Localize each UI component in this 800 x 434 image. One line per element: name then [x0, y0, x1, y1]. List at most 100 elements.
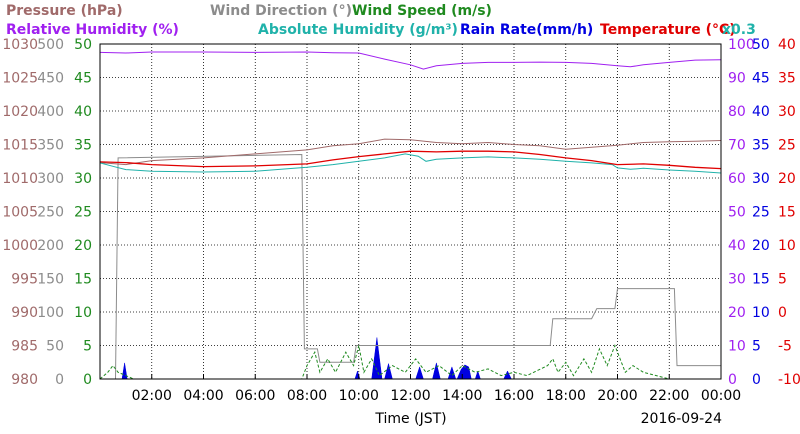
absolute-humidity-g-m-line [99, 153, 722, 174]
wind_direction-tick-label: 300 [37, 171, 64, 187]
rain_rate-tick-label: 35 [752, 138, 770, 154]
legend-5: Rain Rate(mm/h) [460, 22, 593, 38]
wind_direction-tick-label: 100 [37, 305, 64, 321]
pressure-tick-label: 1025 [2, 71, 38, 87]
temperature-tick-label: 40 [778, 37, 796, 53]
x-tick-label: 22:00 [649, 388, 689, 404]
pressure-tick-label: 990 [11, 305, 38, 321]
pressure-tick-label: 1005 [2, 205, 38, 221]
x-tick-label: 16:00 [494, 388, 534, 404]
wind_speed-tick-label: 25 [74, 205, 92, 221]
header-legend: Pressure (hPa) Wind Direction (°) Wind Spe… [6, 3, 756, 38]
pressure-tick-label: 1020 [2, 104, 38, 120]
wind_speed-tick-label: 50 [74, 37, 92, 53]
date-label: 2016-09-24 [641, 411, 722, 427]
rain_rate-tick-label: 25 [752, 205, 770, 221]
x-tick-label: 12:00 [390, 388, 430, 404]
rain_rate-tick-label: 15 [752, 272, 770, 288]
wind_speed-tick-label: 35 [74, 138, 92, 154]
temperature-tick-label: 35 [778, 71, 796, 87]
wind_direction-tick-label: 450 [37, 71, 64, 87]
rain_rate-tick-label: 30 [752, 171, 770, 187]
x-tick-label: 06:00 [235, 388, 275, 404]
rain_rate-tick-label: 40 [752, 104, 770, 120]
rain_rate-tick-label: 10 [752, 305, 770, 321]
temperature-tick-label: 10 [778, 238, 796, 254]
pressure-tick-label: 1015 [2, 138, 38, 154]
wind_speed-tick-label: 0 [83, 372, 92, 388]
relative_humidity-tick-label: 10 [728, 339, 746, 355]
wind-speed-m-s-line [99, 344, 721, 380]
series [99, 51, 722, 380]
x-tick-label: 18:00 [546, 388, 586, 404]
rain-rate-mm-h-area [121, 337, 512, 380]
wind_direction-tick-label: 150 [37, 272, 64, 288]
pressure-tick-label: 995 [11, 272, 38, 288]
pressure-hpa-line [99, 138, 722, 166]
legend-1: Wind Direction (°) [210, 3, 352, 19]
x-tick-label: 08:00 [287, 388, 327, 404]
relative_humidity-tick-label: 90 [728, 71, 746, 87]
wind_speed-tick-label: 30 [74, 171, 92, 187]
relative_humidity-tick-label: 80 [728, 104, 746, 120]
wind_speed-tick-label: 20 [74, 238, 92, 254]
wind_direction-tick-label: 400 [37, 104, 64, 120]
rain_rate-tick-label: 50 [752, 37, 770, 53]
relative_humidity-tick-label: 100 [728, 37, 755, 53]
pressure-tick-label: 985 [11, 339, 38, 355]
relative_humidity-tick-label: 30 [728, 272, 746, 288]
legend-3: Relative Humidity (%) [6, 22, 179, 38]
pressure-tick-label: 1010 [2, 171, 38, 187]
wind_speed-tick-label: 10 [74, 305, 92, 321]
legend-0: Pressure (hPa) [6, 3, 123, 19]
temperature-tick-label: 5 [778, 272, 787, 288]
temperature-c-line [99, 150, 722, 170]
temperature-tick-label: -5 [778, 339, 792, 355]
grid [100, 44, 721, 379]
wind_speed-tick-label: 15 [74, 272, 92, 288]
wind_speed-tick-label: 5 [83, 339, 92, 355]
relative_humidity-tick-label: 40 [728, 238, 746, 254]
temperature-tick-label: 15 [778, 205, 796, 221]
x-tick-label: 00:00 [701, 388, 741, 404]
legend-multiplier: x0.3 [722, 22, 756, 38]
relative_humidity-tick-label: 60 [728, 171, 746, 187]
x-tick-label: 20:00 [597, 388, 637, 404]
x-tick-label: 14:00 [442, 388, 482, 404]
rain_rate-tick-label: 45 [752, 71, 770, 87]
relative_humidity-tick-label: 70 [728, 138, 746, 154]
y-axes: 9809859909951000100510101015102010251030… [2, 37, 800, 388]
wind_direction-tick-label: 500 [37, 37, 64, 53]
pressure-tick-label: 980 [11, 372, 38, 388]
relative_humidity-tick-label: 0 [728, 372, 737, 388]
legend-6: Temperature (°C) [600, 22, 736, 38]
temperature-tick-label: 25 [778, 138, 796, 154]
relative-humidity-line [99, 51, 722, 70]
pressure-tick-label: 1030 [2, 37, 38, 53]
rain_rate-tick-label: 0 [752, 372, 761, 388]
legend-2: Wind Speed (m/s) [352, 3, 492, 19]
temperature-tick-label: 30 [778, 104, 796, 120]
temperature-tick-label: -10 [778, 372, 800, 388]
x-tick-label: 04:00 [183, 388, 223, 404]
x-tick-label: 10:00 [339, 388, 379, 404]
x-tick-label: 02:00 [132, 388, 172, 404]
legend-4: Absolute Humidity (g/m³) [258, 22, 458, 38]
wind_direction-tick-label: 350 [37, 138, 64, 154]
temperature-tick-label: 0 [778, 305, 787, 321]
rain_rate-tick-label: 5 [752, 339, 761, 355]
wind_direction-tick-label: 0 [55, 372, 64, 388]
wind_speed-tick-label: 40 [74, 104, 92, 120]
wind_direction-tick-label: 200 [37, 238, 64, 254]
relative_humidity-tick-label: 50 [728, 205, 746, 221]
relative_humidity-tick-label: 20 [728, 305, 746, 321]
rain_rate-tick-label: 20 [752, 238, 770, 254]
wind_direction-tick-label: 250 [37, 205, 64, 221]
wind-direction-line [100, 153, 721, 380]
wind_direction-tick-label: 50 [46, 339, 64, 355]
x-axis-label: Time (JST) [374, 411, 446, 427]
x-axis: 02:00 04:00 06:00 08:00 10:00 12:00 14:00 16:00… [132, 374, 741, 404]
temperature-tick-label: 20 [778, 171, 796, 187]
wind_speed-tick-label: 45 [74, 71, 92, 87]
